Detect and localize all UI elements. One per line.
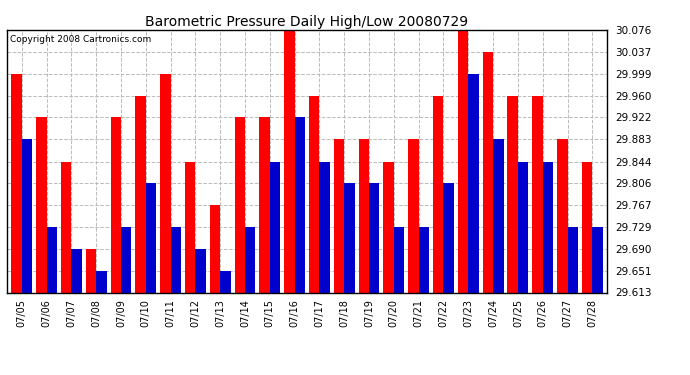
Bar [408,140,419,375]
Bar [319,162,330,375]
Bar [220,271,230,375]
Bar [359,140,369,375]
Bar [344,183,355,375]
Bar [419,227,429,375]
Bar [507,96,518,375]
Bar [532,96,543,375]
Bar [96,271,107,375]
Bar [121,227,131,375]
Bar [295,117,305,375]
Bar [61,162,71,375]
Bar [11,74,22,375]
Bar [369,183,380,375]
Bar [469,74,479,375]
Bar [394,227,404,375]
Bar [22,140,32,375]
Bar [160,74,170,375]
Bar [185,162,195,375]
Bar [557,140,567,375]
Bar [582,162,592,375]
Bar [259,117,270,375]
Bar [235,117,245,375]
Bar [334,140,344,375]
Bar [195,249,206,375]
Bar [518,162,529,375]
Bar [170,227,181,375]
Bar [592,227,603,375]
Bar [284,30,295,375]
Bar [210,205,220,375]
Bar [567,227,578,375]
Bar [483,52,493,375]
Bar [110,117,121,375]
Bar [146,183,156,375]
Bar [245,227,255,375]
Bar [86,249,96,375]
Bar [135,96,146,375]
Bar [433,96,444,375]
Bar [270,162,280,375]
Bar [47,227,57,375]
Bar [493,140,504,375]
Bar [36,117,47,375]
Bar [384,162,394,375]
Bar [444,183,454,375]
Bar [309,96,319,375]
Bar [71,249,82,375]
Title: Barometric Pressure Daily High/Low 20080729: Barometric Pressure Daily High/Low 20080… [146,15,469,29]
Text: Copyright 2008 Cartronics.com: Copyright 2008 Cartronics.com [10,35,151,44]
Bar [543,162,553,375]
Bar [458,30,469,375]
